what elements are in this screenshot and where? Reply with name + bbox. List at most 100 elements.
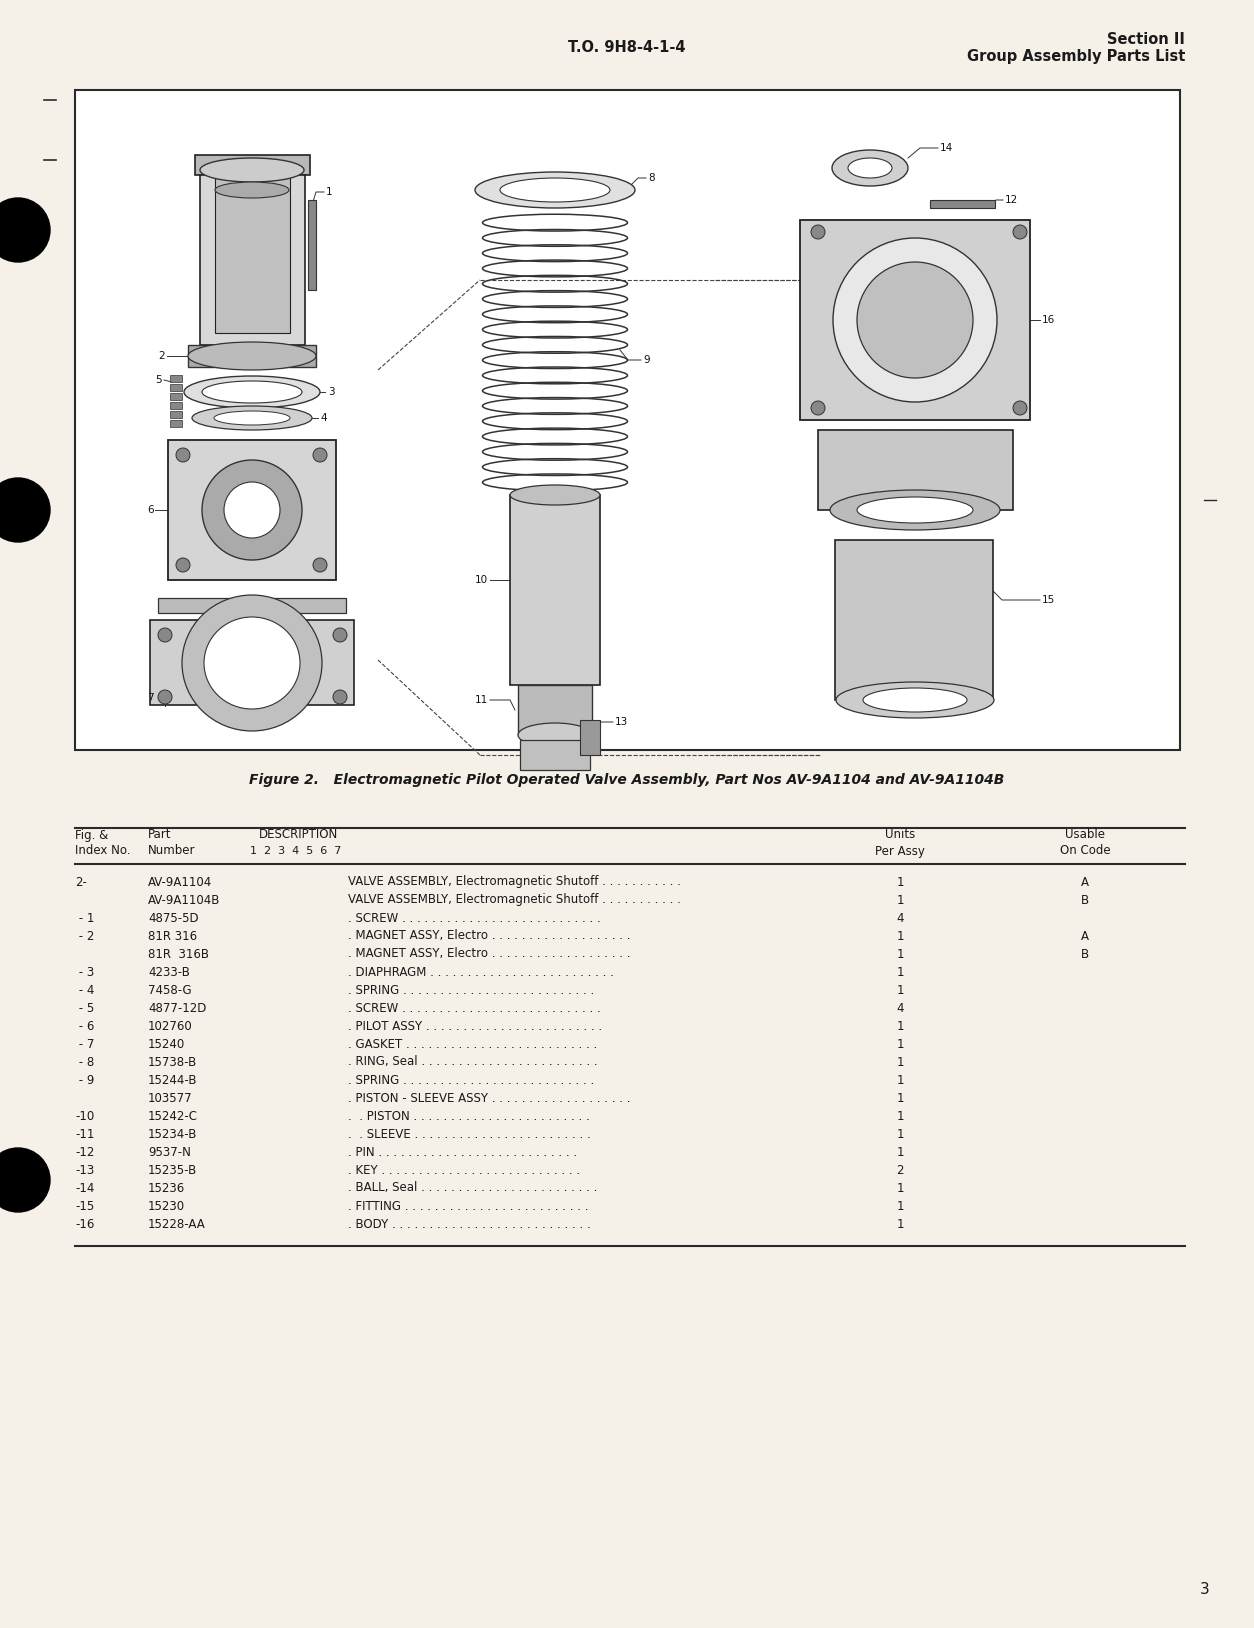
Text: 1: 1 — [897, 1200, 904, 1213]
Text: 9: 9 — [643, 355, 650, 365]
Text: Figure 2.   Electromagnetic Pilot Operated Valve Assembly, Part Nos AV-9A1104 an: Figure 2. Electromagnetic Pilot Operated… — [250, 773, 1004, 786]
Text: Index No.: Index No. — [75, 845, 130, 858]
Text: 15230: 15230 — [148, 1200, 186, 1213]
Ellipse shape — [158, 628, 172, 641]
Text: 1: 1 — [897, 894, 904, 907]
Bar — [171, 374, 182, 383]
Text: T.O. 9H8-4-1-4: T.O. 9H8-4-1-4 — [568, 41, 686, 55]
Ellipse shape — [224, 482, 280, 537]
Text: VALVE ASSEMBLY, Electromagnetic Shutoff . . . . . . . . . . .: VALVE ASSEMBLY, Electromagnetic Shutoff … — [349, 894, 681, 907]
Text: 4: 4 — [897, 912, 904, 925]
Text: 1: 1 — [897, 1037, 904, 1050]
Text: -10: -10 — [75, 1110, 94, 1122]
Ellipse shape — [830, 490, 999, 531]
Ellipse shape — [500, 177, 609, 202]
Text: Group Assembly Parts List: Group Assembly Parts List — [967, 49, 1185, 63]
Ellipse shape — [518, 723, 592, 747]
Text: 1: 1 — [897, 965, 904, 978]
Text: 15738-B: 15738-B — [148, 1055, 197, 1068]
Ellipse shape — [856, 262, 973, 378]
Text: AV-9A1104B: AV-9A1104B — [148, 894, 221, 907]
Bar — [214, 177, 290, 334]
Text: . PIN . . . . . . . . . . . . . . . . . . . . . . . . . . .: . PIN . . . . . . . . . . . . . . . . . … — [349, 1146, 577, 1159]
Ellipse shape — [848, 158, 892, 177]
Text: . SCREW . . . . . . . . . . . . . . . . . . . . . . . . . . .: . SCREW . . . . . . . . . . . . . . . . … — [349, 912, 601, 925]
Text: 12: 12 — [1004, 195, 1018, 205]
Text: . SPRING . . . . . . . . . . . . . . . . . . . . . . . . . .: . SPRING . . . . . . . . . . . . . . . .… — [349, 983, 594, 996]
Circle shape — [0, 1148, 50, 1211]
Text: VALVE ASSEMBLY, Electromagnetic Shutoff . . . . . . . . . . .: VALVE ASSEMBLY, Electromagnetic Shutoff … — [349, 876, 681, 889]
Ellipse shape — [176, 558, 191, 571]
Ellipse shape — [199, 158, 303, 182]
Text: 1: 1 — [897, 1146, 904, 1159]
Text: . FITTING . . . . . . . . . . . . . . . . . . . . . . . . .: . FITTING . . . . . . . . . . . . . . . … — [349, 1200, 588, 1213]
Text: 1: 1 — [897, 1019, 904, 1032]
Ellipse shape — [314, 558, 327, 571]
Bar — [150, 620, 354, 705]
Bar — [171, 410, 182, 418]
Text: Part: Part — [148, 829, 172, 842]
Text: 81R 316: 81R 316 — [148, 930, 197, 943]
Text: . KEY . . . . . . . . . . . . . . . . . . . . . . . . . . .: . KEY . . . . . . . . . . . . . . . . . … — [349, 1164, 581, 1177]
Ellipse shape — [192, 405, 312, 430]
Text: DESCRIPTION: DESCRIPTION — [260, 829, 339, 842]
Text: 3: 3 — [1200, 1582, 1210, 1597]
Text: 1: 1 — [897, 1091, 904, 1104]
Ellipse shape — [202, 381, 302, 404]
Text: 15234-B: 15234-B — [148, 1128, 197, 1141]
Bar — [581, 720, 599, 755]
Text: -13: -13 — [75, 1164, 94, 1177]
Text: 15235-B: 15235-B — [148, 1164, 197, 1177]
Bar — [171, 420, 182, 427]
Text: Units: Units — [885, 829, 915, 842]
Ellipse shape — [811, 400, 825, 415]
Text: -16: -16 — [75, 1218, 94, 1231]
Text: 81R  316B: 81R 316B — [148, 947, 209, 961]
Text: Fig. &: Fig. & — [75, 829, 108, 842]
Bar — [930, 200, 994, 208]
Text: Per Assy: Per Assy — [875, 845, 925, 858]
Bar — [800, 220, 1030, 420]
Bar — [171, 402, 182, 409]
Ellipse shape — [811, 225, 825, 239]
Text: 1: 1 — [897, 1182, 904, 1195]
Bar — [520, 741, 589, 770]
Bar — [308, 200, 316, 290]
Text: 7458-G: 7458-G — [148, 983, 192, 996]
Text: - 1: - 1 — [75, 912, 94, 925]
Text: 103577: 103577 — [148, 1091, 193, 1104]
Text: 4233-B: 4233-B — [148, 965, 189, 978]
Text: 1: 1 — [326, 187, 332, 197]
Bar — [818, 430, 1013, 510]
Text: .  . SLEEVE . . . . . . . . . . . . . . . . . . . . . . . .: . . SLEEVE . . . . . . . . . . . . . . .… — [349, 1128, 591, 1141]
Text: 4877-12D: 4877-12D — [148, 1001, 207, 1014]
Text: 1: 1 — [897, 947, 904, 961]
Text: On Code: On Code — [1060, 845, 1110, 858]
Ellipse shape — [1013, 225, 1027, 239]
Text: 9537-N: 9537-N — [148, 1146, 191, 1159]
Text: Section II: Section II — [1107, 33, 1185, 47]
Bar — [171, 384, 182, 391]
Text: 15244-B: 15244-B — [148, 1073, 197, 1086]
Text: 6: 6 — [148, 505, 154, 514]
Text: 1: 1 — [897, 1218, 904, 1231]
Text: - 6: - 6 — [75, 1019, 94, 1032]
Text: 4875-5D: 4875-5D — [148, 912, 198, 925]
Text: 11: 11 — [475, 695, 488, 705]
Text: B: B — [1081, 947, 1088, 961]
Text: - 2: - 2 — [75, 930, 94, 943]
Circle shape — [0, 479, 50, 542]
Bar — [75, 90, 1180, 751]
Text: . PISTON - SLEEVE ASSY . . . . . . . . . . . . . . . . . . .: . PISTON - SLEEVE ASSY . . . . . . . . .… — [349, 1091, 631, 1104]
Text: . BALL, Seal . . . . . . . . . . . . . . . . . . . . . . . .: . BALL, Seal . . . . . . . . . . . . . .… — [349, 1182, 597, 1195]
Text: 3: 3 — [329, 387, 335, 397]
Bar — [196, 155, 310, 174]
Text: 14: 14 — [940, 143, 953, 153]
Text: . MAGNET ASSY, Electro . . . . . . . . . . . . . . . . . . .: . MAGNET ASSY, Electro . . . . . . . . .… — [349, 947, 631, 961]
Circle shape — [0, 199, 50, 262]
Text: - 7: - 7 — [75, 1037, 94, 1050]
Text: . BODY . . . . . . . . . . . . . . . . . . . . . . . . . . .: . BODY . . . . . . . . . . . . . . . . .… — [349, 1218, 591, 1231]
Text: 102760: 102760 — [148, 1019, 193, 1032]
Bar — [199, 174, 305, 345]
Bar — [510, 495, 599, 685]
